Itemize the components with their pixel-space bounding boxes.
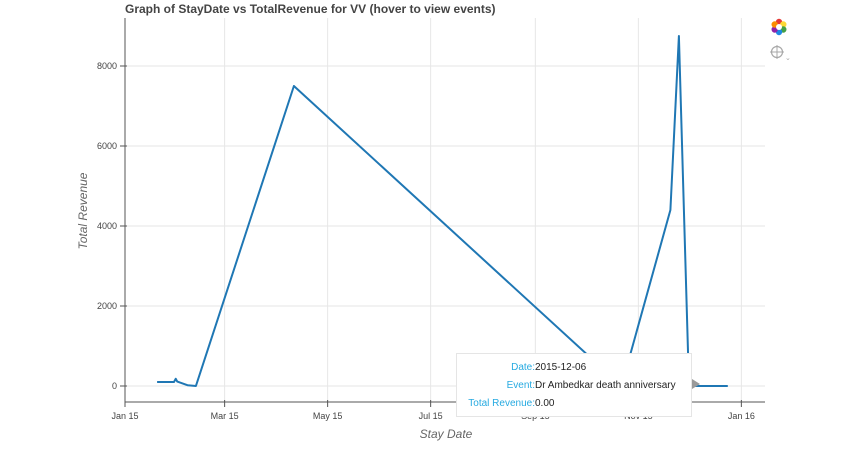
tooltip-row-event: Event:Dr Ambedkar death anniversary bbox=[457, 379, 691, 397]
x-tick-label: May 15 bbox=[313, 411, 343, 421]
tooltip-key: Total Revenue: bbox=[468, 398, 535, 409]
bokeh-logo-icon[interactable] bbox=[770, 18, 788, 36]
svg-text:⌄: ⌄ bbox=[785, 55, 791, 62]
grid bbox=[124, 18, 765, 402]
y-tick-label: 8000 bbox=[97, 61, 117, 71]
y-tick-label: 4000 bbox=[97, 221, 117, 231]
tooltip-value: 0.00 bbox=[535, 398, 555, 409]
tooltip-value: Dr Ambedkar death anniversary bbox=[535, 380, 676, 391]
tooltip-value: 2015-12-06 bbox=[535, 362, 587, 373]
y-axis-title: Total Revenue bbox=[76, 172, 90, 249]
tooltip-row-revenue: Total Revenue:0.00 bbox=[457, 397, 691, 415]
x-axis-title: Stay Date bbox=[420, 427, 473, 441]
tooltip-key: Event: bbox=[506, 380, 535, 391]
y-tick-label: 6000 bbox=[97, 141, 117, 151]
x-tick-label: Jan 16 bbox=[728, 411, 755, 421]
series-layer bbox=[157, 35, 728, 387]
hover-tooltip: Date:2015-12-06 Event:Dr Ambedkar death … bbox=[456, 353, 700, 417]
tooltip-row-date: Date:2015-12-06 bbox=[457, 361, 691, 379]
series-line bbox=[157, 35, 728, 387]
crosshair-hover-icon[interactable]: ⌄ bbox=[769, 44, 791, 62]
chart-title: Graph of StayDate vs TotalRevenue for VV… bbox=[125, 2, 496, 16]
x-tick-label: Jul 15 bbox=[419, 411, 443, 421]
y-tick-label: 0 bbox=[112, 381, 117, 391]
x-tick-label: Jan 15 bbox=[111, 411, 138, 421]
y-tick-label: 2000 bbox=[97, 301, 117, 311]
tooltip-pointer bbox=[692, 379, 700, 389]
x-tick-label: Mar 15 bbox=[211, 411, 239, 421]
tooltip-key: Date: bbox=[511, 362, 535, 373]
